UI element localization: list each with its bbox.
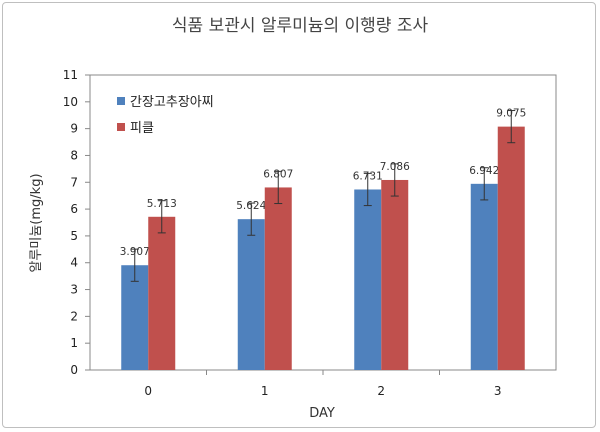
data-label: 7.086: [380, 161, 410, 173]
x-tick-label: 1: [261, 384, 269, 398]
x-tick-label: 3: [494, 384, 502, 398]
y-tick-label: 8: [70, 148, 78, 162]
bar: [237, 219, 265, 370]
bar: [264, 187, 292, 370]
y-tick-label: 11: [63, 68, 78, 82]
x-tick-label: 2: [377, 384, 385, 398]
data-label: 9.075: [496, 108, 526, 120]
data-label: 5.713: [147, 198, 177, 210]
y-tick-label: 4: [70, 256, 78, 270]
data-label: 6.731: [353, 170, 383, 182]
bar: [381, 179, 409, 370]
y-tick-label: 7: [70, 175, 78, 189]
data-label: 6.942: [469, 165, 499, 177]
y-tick-label: 10: [63, 95, 78, 109]
y-tick-label: 3: [70, 283, 78, 297]
x-tick-label: 0: [144, 384, 152, 398]
bar: [497, 126, 525, 370]
y-tick-label: 9: [70, 122, 78, 136]
bars: 3.907 5.624 6.731 6.942 5.713 6.807 7.086 9.075: [120, 108, 526, 370]
y-tick-label: 0: [70, 363, 78, 377]
y-axis-label: 알루미늄(mg/kg): [29, 173, 44, 272]
y-tick-label: 2: [70, 309, 78, 323]
data-label: 3.907: [120, 246, 150, 258]
legend-item-label: 간장고추장아찌: [130, 95, 214, 110]
bar: [354, 189, 382, 370]
data-label: 6.807: [263, 168, 293, 180]
legend-swatch: [117, 97, 125, 105]
axes: 0 1 2 3 4 5 6 7 8 9 10 11 0 1 2 3: [63, 68, 557, 398]
legend-swatch: [117, 123, 125, 131]
y-tick-label: 1: [70, 336, 78, 350]
bar: [121, 265, 149, 370]
x-axis-label: DAY: [309, 406, 335, 421]
chart-title: 식품 보관시 알루미늄의 이행량 조사: [172, 16, 429, 36]
legend-item-label: 피클: [130, 121, 154, 136]
y-tick-label: 5: [70, 229, 78, 243]
bar: [470, 183, 498, 370]
bar: [148, 216, 176, 370]
y-tick-label: 6: [70, 202, 78, 216]
data-label: 5.624: [236, 200, 266, 212]
